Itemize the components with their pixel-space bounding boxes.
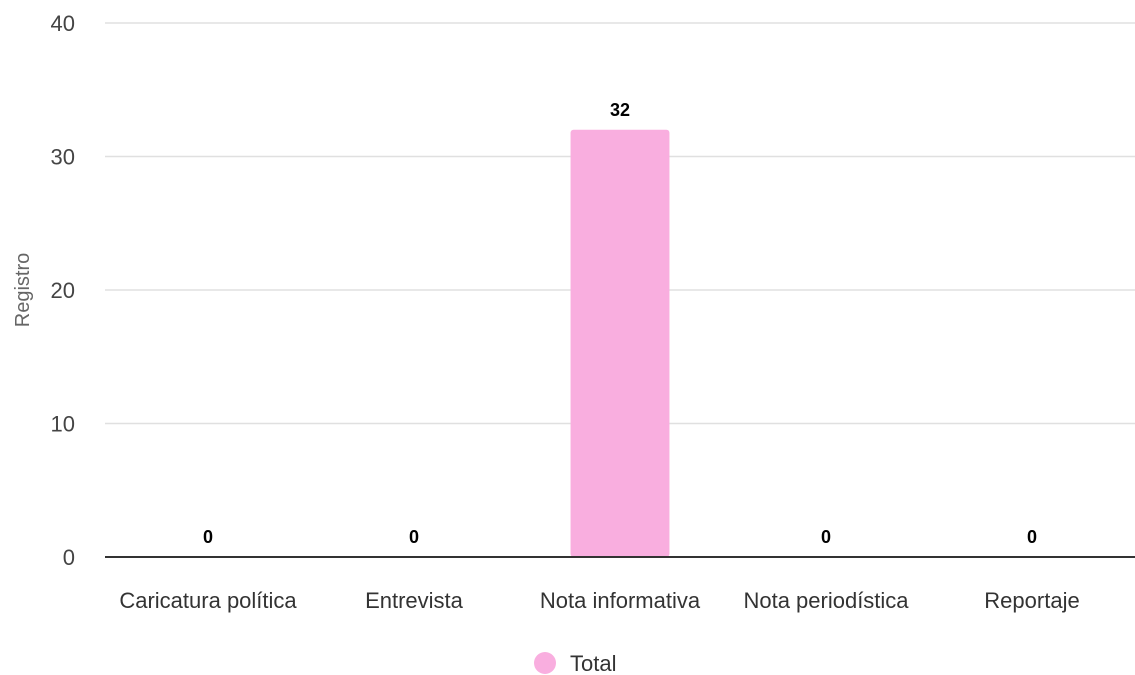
x-tick-label: Nota periodística — [743, 588, 909, 613]
y-tick-label: 0 — [63, 545, 75, 570]
data-label: 0 — [203, 527, 213, 547]
data-label: 0 — [1027, 527, 1037, 547]
y-tick-label: 40 — [51, 11, 75, 36]
legend-swatch-total — [534, 652, 556, 674]
data-label: 32 — [610, 100, 630, 120]
y-axis-title: Registro — [12, 253, 34, 327]
labels: 0 10 20 30 40 0 Caricatura política 0 Entrevista… — [51, 11, 1080, 613]
y-tick-label: 30 — [51, 145, 75, 170]
legend-label-total: Total — [570, 651, 616, 675]
bars — [570, 129, 670, 558]
y-tick-label: 10 — [51, 412, 75, 437]
x-tick-label: Entrevista — [365, 588, 464, 613]
data-label: 0 — [409, 527, 419, 547]
x-tick-label: Caricatura política — [119, 588, 297, 613]
y-tick-label: 20 — [51, 278, 75, 303]
data-label: 0 — [821, 527, 831, 547]
x-tick-label: Reportaje — [984, 588, 1079, 613]
legend[interactable]: Total — [534, 651, 616, 675]
bar[interactable] — [570, 129, 670, 558]
x-tick-label: Nota informativa — [540, 588, 701, 613]
